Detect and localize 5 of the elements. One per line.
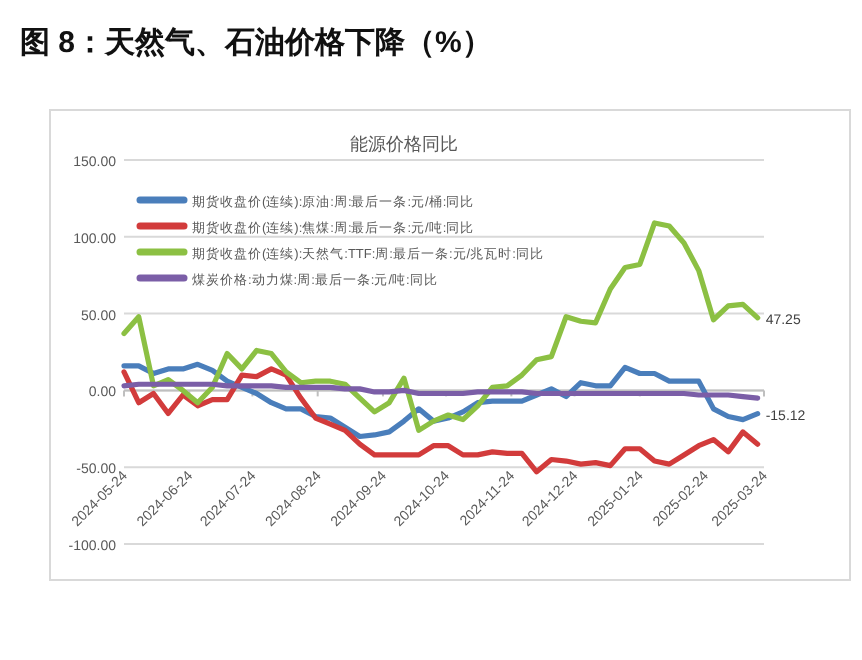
chart-subtitle: 能源价格同比	[350, 134, 458, 154]
line-series	[121, 220, 761, 433]
line-series	[121, 381, 761, 401]
line-series	[121, 366, 761, 475]
chart-title: 图 8：天然气、石油价格下降（%）	[20, 26, 492, 60]
